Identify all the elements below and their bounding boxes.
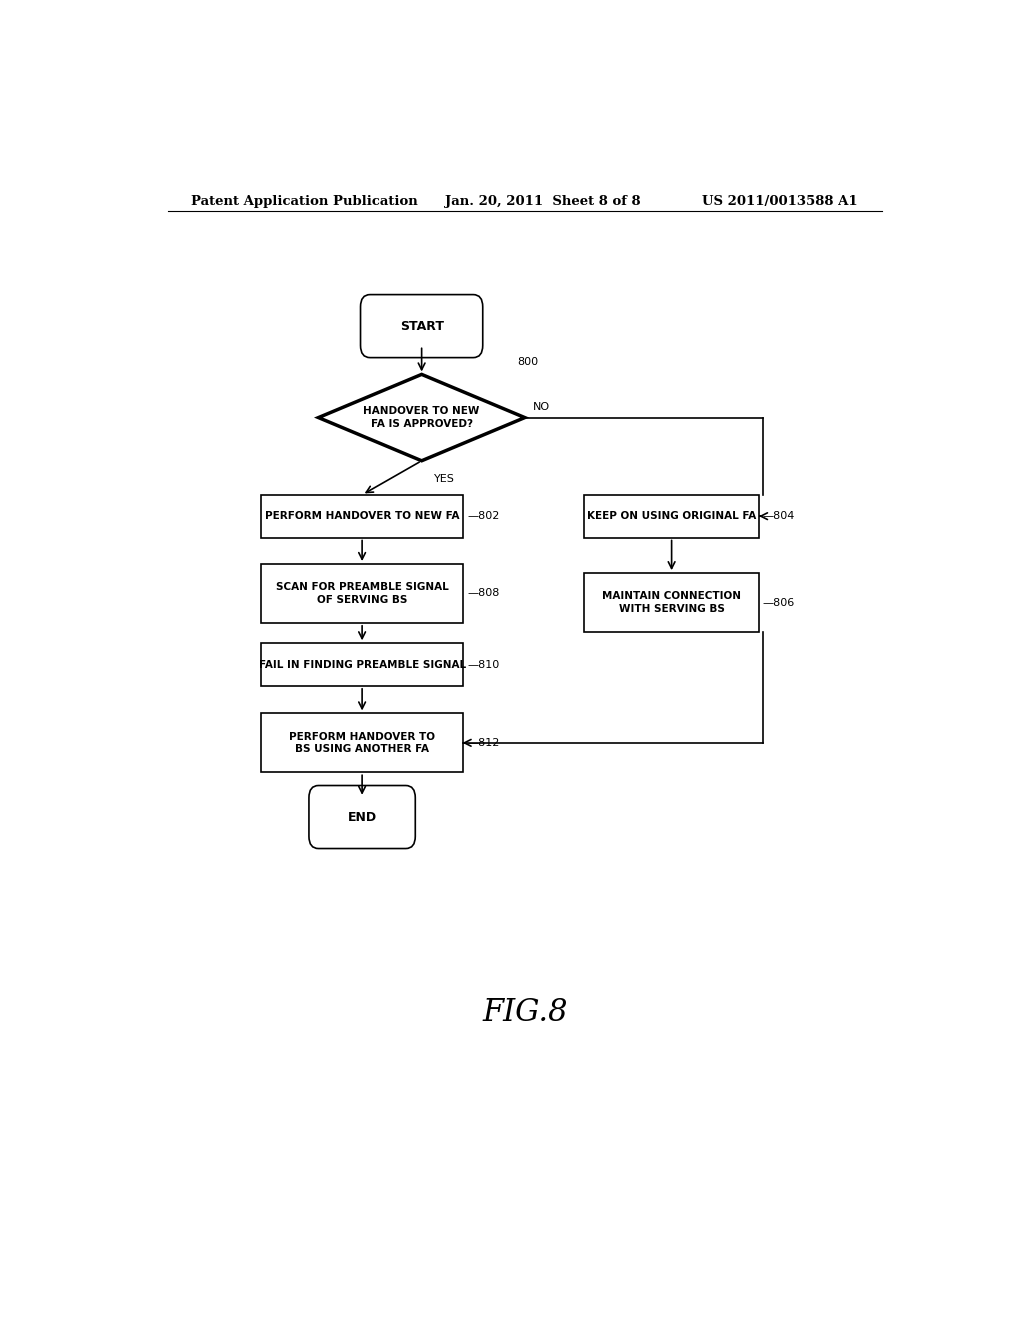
Text: KEEP ON USING ORIGINAL FA: KEEP ON USING ORIGINAL FA: [587, 511, 757, 521]
Text: NO: NO: [532, 403, 550, 412]
Text: FIG.8: FIG.8: [482, 997, 567, 1028]
Text: SCAN FOR PREAMBLE SIGNAL
OF SERVING BS: SCAN FOR PREAMBLE SIGNAL OF SERVING BS: [275, 582, 449, 605]
Text: —812: —812: [467, 738, 500, 748]
Text: MAINTAIN CONNECTION
WITH SERVING BS: MAINTAIN CONNECTION WITH SERVING BS: [602, 591, 741, 614]
Bar: [261, 713, 463, 772]
Text: YES: YES: [433, 474, 455, 484]
Text: END: END: [347, 810, 377, 824]
Bar: [261, 564, 463, 623]
Text: Patent Application Publication: Patent Application Publication: [191, 194, 418, 207]
Text: —810: —810: [467, 660, 500, 669]
Text: —806: —806: [763, 598, 795, 607]
Text: —808: —808: [467, 589, 500, 598]
Bar: [585, 495, 759, 537]
Text: PERFORM HANDOVER TO
BS USING ANOTHER FA: PERFORM HANDOVER TO BS USING ANOTHER FA: [289, 731, 435, 754]
Text: PERFORM HANDOVER TO NEW FA: PERFORM HANDOVER TO NEW FA: [265, 511, 460, 521]
Bar: [261, 495, 463, 537]
Text: —804: —804: [763, 511, 796, 521]
Text: 800: 800: [517, 358, 538, 367]
Bar: [261, 643, 463, 686]
Text: START: START: [399, 319, 443, 333]
Text: Jan. 20, 2011  Sheet 8 of 8: Jan. 20, 2011 Sheet 8 of 8: [445, 194, 641, 207]
Text: US 2011/0013588 A1: US 2011/0013588 A1: [702, 194, 858, 207]
Text: FAIL IN FINDING PREAMBLE SIGNAL: FAIL IN FINDING PREAMBLE SIGNAL: [258, 660, 466, 669]
FancyBboxPatch shape: [309, 785, 416, 849]
Text: HANDOVER TO NEW
FA IS APPROVED?: HANDOVER TO NEW FA IS APPROVED?: [364, 407, 480, 429]
Text: —802: —802: [467, 511, 500, 521]
FancyBboxPatch shape: [360, 294, 482, 358]
Bar: [585, 573, 759, 632]
Polygon shape: [318, 375, 524, 461]
